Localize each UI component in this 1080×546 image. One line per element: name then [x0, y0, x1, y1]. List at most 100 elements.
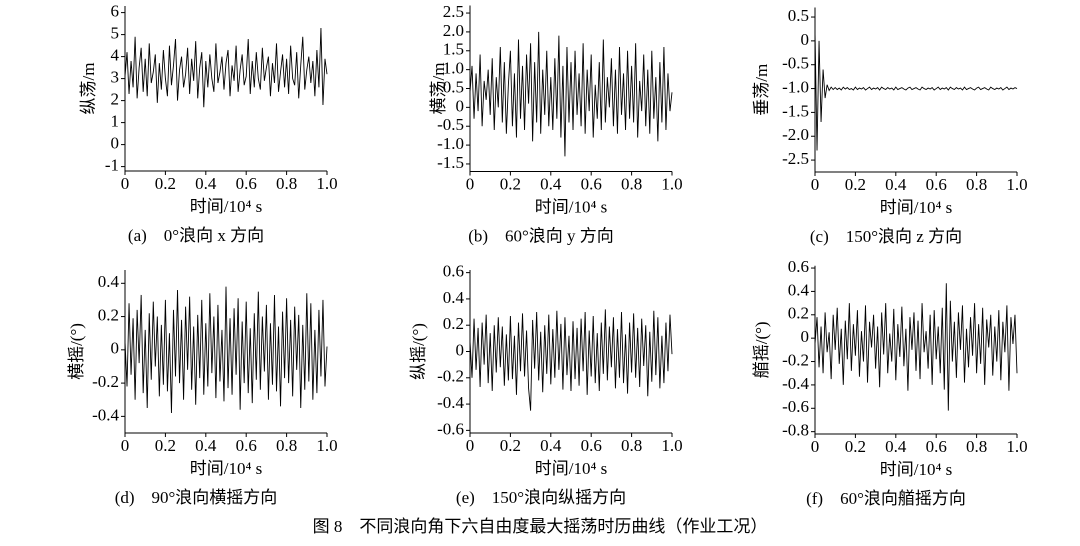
x-tick-label: 0.2: [500, 174, 521, 193]
x-tick-label: 1.0: [316, 174, 337, 193]
x-tick-label: 1.0: [1006, 437, 1027, 456]
subplot-caption: (a) 0°浪向 x 方向: [128, 226, 264, 245]
x-tick-label: 0.6: [236, 436, 257, 455]
y-tick-label: 2.0: [443, 21, 464, 40]
y-tick-label: -1.0: [782, 77, 809, 96]
y-tick-label: 4: [111, 46, 120, 65]
x-tick-label: 0.8: [276, 436, 297, 455]
series-line: [124, 27, 328, 108]
x-tick-label: 0.6: [926, 175, 947, 194]
y-axis-label: 垂荡/m: [752, 64, 771, 116]
figure-caption: 图 8 不同浪向角下六自由度最大摇荡时历曲线（作业工况）: [313, 517, 768, 536]
y-tick-label: 0.2: [98, 305, 119, 324]
x-tick-label: 0.4: [195, 436, 217, 455]
x-axis-label: 时间/10⁴ s: [190, 197, 263, 216]
x-tick-label: 0.8: [621, 174, 642, 193]
y-tick-label: 0: [801, 327, 810, 346]
y-tick-label: -1.0: [437, 134, 464, 153]
series-line: [814, 283, 1018, 411]
y-tick-label: 1: [111, 112, 120, 131]
x-tick-label: 0: [466, 436, 475, 455]
y-tick-label: 0.5: [788, 6, 809, 25]
y-axis-label: 艏摇/(°): [752, 321, 771, 378]
x-axis-label: 时间/10⁴ s: [880, 198, 953, 217]
y-tick-label: 0.6: [788, 257, 809, 276]
x-tick-label: 0.4: [885, 437, 907, 456]
y-tick-label: -0.2: [92, 372, 119, 391]
subplot-caption: (d) 90°浪向横摇方向: [115, 488, 278, 507]
x-tick-label: 0: [466, 174, 475, 193]
x-tick-label: 0.6: [926, 437, 947, 456]
y-tick-label: 0.4: [443, 288, 465, 307]
series-line: [469, 31, 673, 157]
y-tick-label: -0.4: [782, 374, 809, 393]
y-tick-label: 3: [111, 68, 120, 87]
x-tick-label: 0.2: [155, 436, 176, 455]
y-tick-label: 0: [111, 339, 120, 358]
y-tick-label: 2: [111, 90, 120, 109]
x-axis-label: 时间/10⁴ s: [880, 460, 953, 479]
x-tick-label: 0.6: [581, 174, 602, 193]
y-tick-label: -0.4: [92, 405, 119, 424]
x-tick-label: 0.8: [621, 436, 642, 455]
y-tick-label: -0.8: [782, 421, 809, 440]
x-tick-label: 1.0: [661, 436, 682, 455]
y-tick-label: 0.6: [443, 262, 464, 281]
x-tick-label: 0.2: [845, 437, 866, 456]
series-line: [469, 309, 673, 411]
y-axis-label: 横荡/m: [429, 63, 448, 115]
x-axis-label: 时间/10⁴ s: [535, 197, 608, 216]
y-tick-label: 0.4: [788, 280, 810, 299]
y-tick-label: 0: [111, 134, 120, 153]
y-tick-label: 0: [456, 96, 465, 115]
y-tick-label: -2.5: [782, 149, 809, 168]
x-axis-label: 时间/10⁴ s: [535, 459, 608, 478]
series-line: [814, 31, 1018, 151]
x-tick-label: 0.4: [540, 436, 562, 455]
y-tick-label: 6: [111, 2, 120, 21]
y-tick-label: 2.5: [443, 2, 464, 21]
x-tick-label: 0.6: [581, 436, 602, 455]
x-tick-label: 0: [811, 437, 820, 456]
x-tick-label: 0.2: [845, 175, 866, 194]
series-line: [124, 286, 328, 414]
y-tick-label: 1.5: [443, 40, 464, 59]
y-tick-label: 0: [801, 30, 810, 49]
y-tick-label: 0.5: [443, 77, 464, 96]
y-tick-label: 5: [111, 24, 120, 43]
x-tick-label: 0: [121, 174, 130, 193]
x-tick-label: 0.8: [966, 437, 987, 456]
x-tick-label: 1.0: [661, 174, 682, 193]
y-tick-label: 0.2: [788, 304, 809, 323]
y-tick-label: -1: [105, 156, 119, 175]
y-tick-label: -0.2: [782, 350, 809, 369]
subplot-caption: (b) 60°浪向 y 方向: [468, 226, 614, 245]
x-tick-label: 0.4: [885, 175, 907, 194]
x-tick-label: 1.0: [316, 436, 337, 455]
y-tick-label: 0.4: [98, 272, 120, 291]
y-tick-label: -0.4: [437, 393, 464, 412]
y-tick-label: -0.5: [782, 54, 809, 73]
y-tick-label: -1.5: [782, 101, 809, 120]
x-tick-label: 0.4: [540, 174, 562, 193]
y-tick-label: -0.6: [782, 397, 809, 416]
x-tick-label: 0.6: [236, 174, 257, 193]
y-tick-label: 0: [456, 340, 465, 359]
x-tick-label: 0.2: [500, 436, 521, 455]
y-axis-label: 纵摇/(°): [409, 323, 428, 380]
subplot-caption: (f) 60°浪向艏摇方向: [806, 489, 966, 508]
y-tick-label: 1.0: [443, 59, 464, 78]
x-tick-label: 0.8: [966, 175, 987, 194]
x-axis-label: 时间/10⁴ s: [190, 459, 263, 478]
x-tick-label: 0.4: [195, 174, 217, 193]
y-tick-label: -0.6: [437, 419, 464, 438]
subplot-caption: (c) 150°浪向 z 方向: [810, 227, 962, 246]
y-axis-label: 横摇/(°): [67, 323, 86, 380]
y-tick-label: 0.2: [443, 314, 464, 333]
x-tick-label: 0: [121, 436, 130, 455]
y-tick-label: -2.0: [782, 125, 809, 144]
subplot-caption: (e) 150°浪向纵摇方向: [456, 488, 626, 507]
y-tick-label: -0.5: [437, 115, 464, 134]
x-tick-label: 0.2: [155, 174, 176, 193]
